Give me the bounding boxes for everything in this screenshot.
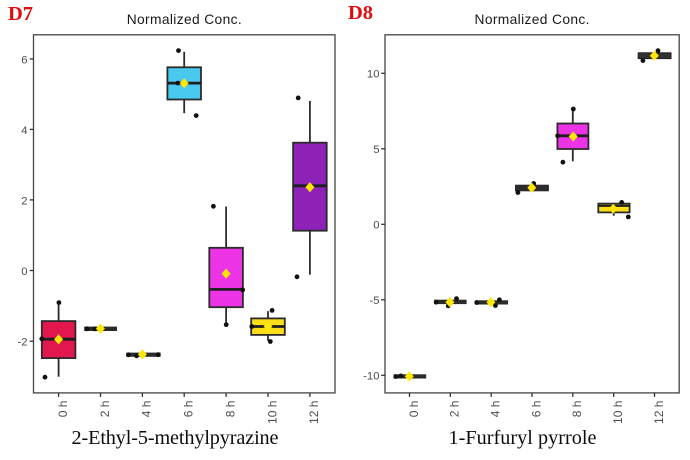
- svg-text:0: 0: [21, 266, 27, 278]
- svg-text:-5: -5: [369, 295, 379, 307]
- svg-text:8 h: 8 h: [223, 401, 237, 418]
- svg-text:2 h: 2 h: [448, 401, 462, 418]
- svg-text:6 h: 6 h: [529, 401, 543, 418]
- svg-text:5: 5: [373, 144, 379, 156]
- svg-text:2: 2: [21, 195, 27, 207]
- svg-text:-2: -2: [17, 337, 27, 349]
- svg-text:D7: D7: [8, 3, 33, 25]
- svg-text:0 h: 0 h: [407, 401, 421, 418]
- svg-text:4 h: 4 h: [489, 401, 503, 418]
- svg-text:2 h: 2 h: [98, 401, 112, 418]
- svg-text:10: 10: [367, 69, 380, 81]
- svg-text:0: 0: [373, 220, 379, 232]
- svg-text:Normalized Conc.: Normalized Conc.: [127, 12, 242, 27]
- svg-text:4: 4: [21, 125, 27, 137]
- svg-text:6 h: 6 h: [182, 401, 196, 418]
- svg-text:0 h: 0 h: [56, 401, 70, 418]
- svg-text:-10: -10: [363, 371, 379, 383]
- svg-text:4 h: 4 h: [140, 401, 154, 418]
- svg-text:2-Ethyl-5-methylpyrazine: 2-Ethyl-5-methylpyrazine: [72, 427, 279, 449]
- svg-text:12 h: 12 h: [307, 401, 321, 424]
- svg-text:10 h: 10 h: [611, 401, 625, 424]
- svg-text:10 h: 10 h: [265, 401, 279, 424]
- svg-text:D8: D8: [348, 2, 373, 24]
- svg-text:8 h: 8 h: [570, 401, 584, 418]
- svg-text:6: 6: [21, 54, 27, 66]
- svg-text:12 h: 12 h: [652, 401, 666, 424]
- svg-text:Normalized Conc.: Normalized Conc.: [475, 12, 590, 27]
- svg-text:1-Furfuryl pyrrole: 1-Furfuryl pyrrole: [449, 427, 597, 449]
